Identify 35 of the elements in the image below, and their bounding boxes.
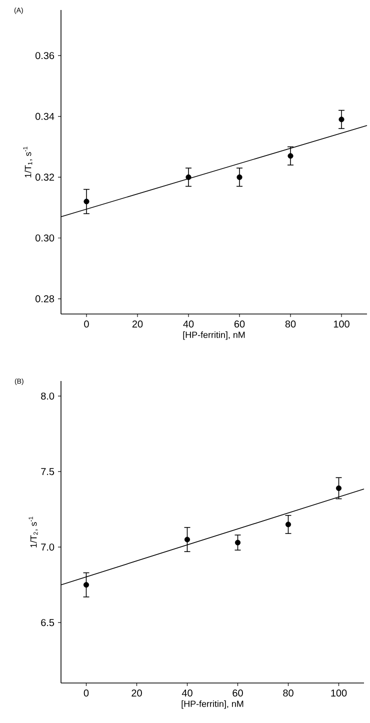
point <box>236 174 242 180</box>
point <box>186 174 192 180</box>
x-tick-label: 60 <box>232 690 243 697</box>
point <box>338 116 344 122</box>
y-tick-label: 8.0 <box>41 392 54 400</box>
x-tick-label: 20 <box>132 320 143 328</box>
x-tick-label: 0 <box>84 320 89 328</box>
x-axis-title: [HP-ferritin], nM <box>182 700 244 709</box>
point <box>288 153 294 159</box>
point <box>336 485 342 491</box>
y-tick-label: 0.32 <box>35 174 54 181</box>
x-tick-label: 40 <box>182 690 192 697</box>
y-tick-label: 0.28 <box>35 295 54 302</box>
y-axis-title: 1/T$_{2}$, s$^{-1}$ <box>28 516 38 548</box>
y-tick-label: 0.34 <box>35 112 54 120</box>
point <box>234 540 241 546</box>
x-tick-label: 20 <box>132 690 142 697</box>
y-tick-label: 0.36 <box>35 52 54 60</box>
x-tick-label: 100 <box>331 690 347 697</box>
y-axis-title: 1/T$_{1}$, s$^{-1}$ <box>23 146 32 178</box>
x-tick-label: 40 <box>183 320 194 328</box>
point <box>84 198 90 204</box>
x-tick-label: 80 <box>283 690 294 697</box>
x-tick-label: 80 <box>285 320 296 328</box>
point <box>83 582 90 588</box>
y-tick-label: 7.0 <box>41 544 54 551</box>
point <box>285 522 292 528</box>
x-tick-label: 0 <box>84 690 89 697</box>
point <box>184 536 190 542</box>
y-tick-label: 6.5 <box>41 619 54 626</box>
y-tick-label: 7.5 <box>41 468 54 476</box>
x-tick-label: 60 <box>234 320 245 328</box>
x-tick-label: 100 <box>334 320 350 328</box>
x-axis-title: [HP-ferritin], nM <box>183 331 245 340</box>
y-tick-label: 0.30 <box>35 234 54 242</box>
